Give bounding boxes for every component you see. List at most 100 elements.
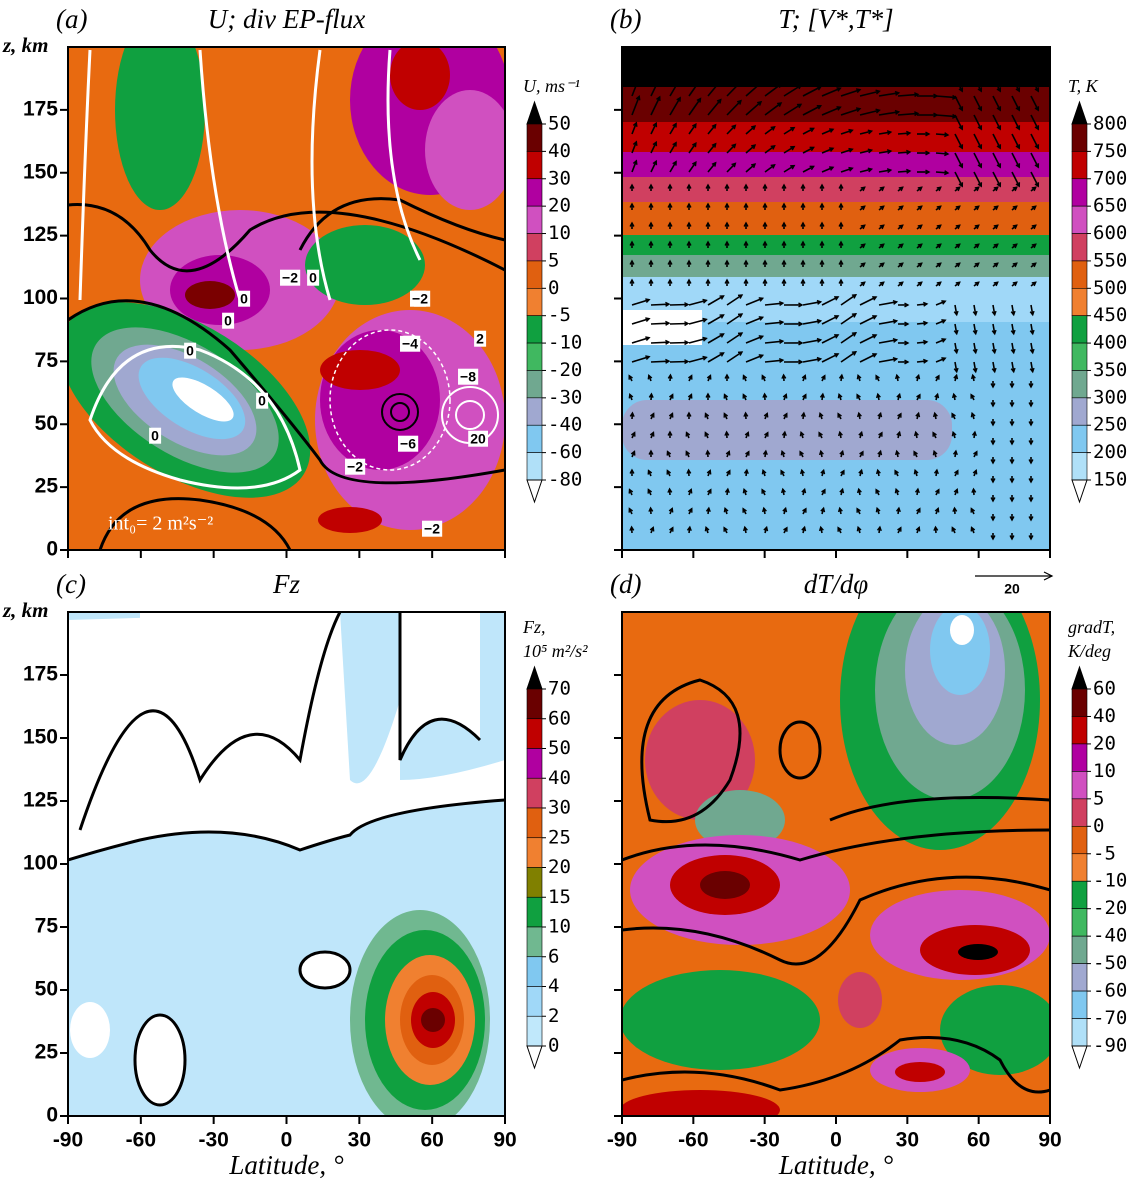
vector (973, 171, 982, 187)
vector-head (972, 469, 978, 475)
vector-head (858, 430, 864, 437)
vector-head (897, 412, 902, 418)
vector (783, 145, 795, 154)
colorbar-label: U, ms⁻¹ (523, 76, 580, 96)
vector-head (935, 374, 940, 380)
vector-head (819, 392, 825, 399)
vector-head (1028, 516, 1034, 522)
x-tick-label: 30 (348, 1129, 371, 1152)
colorbar-tick-label: 10 (1093, 760, 1116, 782)
vector-head (781, 259, 787, 265)
vector-head (630, 431, 636, 437)
vector-head (834, 296, 840, 301)
vector-head (628, 507, 634, 513)
vector-head (705, 202, 711, 208)
vector-head (977, 125, 983, 131)
vector (688, 98, 702, 116)
y-tick-label: 175 (23, 97, 58, 120)
vector (726, 124, 736, 135)
colorbar-segment (526, 688, 543, 720)
vector-head (993, 243, 999, 249)
vector-head (800, 183, 806, 189)
panel-title: T; [V*,T*] (778, 4, 893, 34)
vector (631, 160, 638, 173)
panel-title: dT/dφ (804, 569, 869, 599)
vector-head (917, 224, 923, 230)
vector-head (993, 281, 999, 287)
vector-head (836, 49, 842, 54)
vector-head (711, 142, 717, 148)
vector (764, 359, 783, 363)
panel-label: (b) (610, 4, 641, 34)
vector (935, 76, 956, 80)
panel-title: Fz (272, 569, 300, 599)
colorbar-segment (526, 424, 543, 453)
vector-head (856, 411, 862, 418)
vector (1011, 361, 1015, 372)
vector-head (917, 243, 923, 249)
vector-head (742, 507, 747, 513)
vector-head (879, 281, 885, 287)
vector (897, 151, 911, 154)
vector-head (750, 125, 757, 131)
colorbar-tick-label: 2 (548, 1005, 559, 1027)
vector-head (944, 170, 950, 176)
colorbar-segment (1071, 853, 1088, 882)
vector-head (750, 144, 757, 150)
colorbar-segment (526, 837, 543, 868)
vector-head (770, 163, 776, 169)
vector-head (1029, 348, 1035, 355)
x-tick-label: 30 (896, 1129, 919, 1152)
contour-label: 0 (258, 393, 266, 409)
vector-head (953, 488, 959, 494)
vector-head (837, 430, 843, 437)
vector-head (702, 336, 708, 342)
contour-label: 20 (470, 431, 486, 447)
vector-head (836, 68, 842, 73)
vector (935, 338, 946, 344)
vector-head (892, 299, 899, 305)
vector (726, 143, 736, 154)
colorbar-label: K/deg (1067, 641, 1111, 661)
vector-head (990, 497, 996, 503)
colorbar-tick-label: 40 (548, 767, 571, 789)
vector-head (922, 320, 929, 326)
vector (859, 315, 877, 325)
vector-head (974, 243, 980, 249)
vector-head (686, 468, 692, 474)
vector-head (691, 141, 697, 148)
vector-head (996, 125, 1002, 131)
vector (688, 161, 697, 173)
colorbar-tick-label: 5 (1093, 787, 1104, 809)
vector (973, 133, 982, 149)
vector-head (648, 183, 654, 189)
x-tick-label: 90 (493, 1129, 516, 1152)
vector (935, 114, 956, 118)
vector (764, 164, 776, 173)
colorbar-cap (526, 1045, 543, 1070)
vector (897, 170, 911, 173)
vector (821, 49, 841, 59)
vector-head (685, 450, 691, 456)
y-tick-label: 150 (23, 160, 58, 183)
vector-head (993, 224, 999, 230)
contour-label-box (474, 330, 487, 347)
vector-head (697, 42, 701, 46)
vector-head (898, 243, 904, 249)
vector-head (652, 140, 658, 147)
vector (935, 357, 946, 363)
colorbar-tick-label: -50 (1093, 952, 1127, 974)
vector (878, 73, 899, 78)
vector-head (1034, 87, 1040, 93)
vector-head (898, 281, 904, 287)
vector-head (696, 78, 702, 84)
colorbar-segment (526, 370, 543, 399)
vector-head (656, 95, 661, 102)
colorbar-cap (1071, 665, 1088, 690)
vector-head (725, 450, 731, 456)
vector-head (894, 52, 901, 58)
vector-head (834, 315, 840, 320)
vector-head (993, 186, 999, 192)
vector-head (648, 221, 654, 227)
vector-head (958, 163, 964, 169)
